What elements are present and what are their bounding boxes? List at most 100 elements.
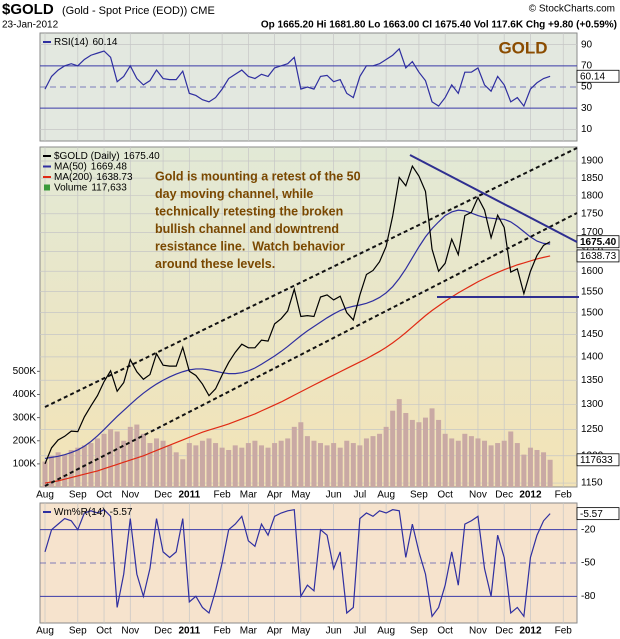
date: 23-Jan-2012 bbox=[2, 20, 59, 31]
volume-bar bbox=[272, 443, 278, 487]
volume-bar bbox=[547, 459, 553, 487]
y-tick-label: 1850 bbox=[581, 173, 604, 184]
y2-tick-label: 400K bbox=[13, 389, 37, 400]
legend-entry: Volume 117,633 bbox=[54, 182, 127, 193]
last-value-label: 60.14 bbox=[580, 71, 605, 82]
series-line bbox=[44, 255, 551, 484]
x-tick-label: 2011 bbox=[178, 490, 200, 501]
annotation-text: resistance line. Watch behavior bbox=[155, 239, 345, 253]
volume-bar bbox=[75, 447, 81, 487]
x-tick-label: Nov bbox=[469, 490, 487, 501]
title: $GOLD bbox=[2, 1, 54, 18]
y-tick-label: 1300 bbox=[581, 399, 604, 410]
volume-bar bbox=[265, 447, 271, 487]
x-tick-label: Mar bbox=[240, 490, 258, 501]
volume-bar bbox=[167, 445, 173, 487]
volume-bar bbox=[508, 431, 514, 487]
legend-entry: $GOLD (Daily) 1675.40 bbox=[54, 151, 160, 162]
volume-bar bbox=[449, 438, 455, 487]
volume-bar bbox=[245, 443, 251, 487]
volume-bar bbox=[199, 440, 205, 487]
last-value-label: 117633 bbox=[580, 455, 613, 466]
volume-bar bbox=[49, 455, 55, 487]
legend-value: -5.57 bbox=[110, 507, 133, 518]
volume-bar bbox=[422, 417, 428, 487]
volume-bar bbox=[357, 445, 363, 487]
x-tick-label: Oct bbox=[96, 626, 112, 637]
plot-layer: 9070503010RSI(14)60.1460.14GOLD115012001… bbox=[13, 33, 620, 637]
x-tick-label: Dec bbox=[495, 490, 513, 501]
volume-bar bbox=[337, 447, 343, 487]
volume-bar bbox=[495, 443, 501, 487]
volume-bar bbox=[278, 440, 284, 487]
x-tick-label: Dec bbox=[154, 490, 172, 501]
volume-bar bbox=[206, 438, 212, 487]
x-tick-label: Sep bbox=[69, 490, 87, 501]
y-tick-label: 1250 bbox=[581, 424, 604, 435]
y-tick-label: 10 bbox=[581, 124, 593, 135]
x-tick-label: Dec bbox=[154, 626, 172, 637]
volume-bar bbox=[62, 454, 68, 487]
volume-bar bbox=[331, 443, 337, 487]
x-tick-label: Nov bbox=[121, 490, 139, 501]
volume-bar bbox=[42, 461, 48, 487]
volume-bar bbox=[173, 452, 179, 487]
legend-name: MA(200) bbox=[54, 172, 92, 183]
legend-value: 117,633 bbox=[91, 182, 127, 193]
quote: Op 1665.20 Hi 1681.80 Lo 1663.00 Cl 1675… bbox=[261, 20, 617, 31]
x-tick-label: Aug bbox=[377, 626, 395, 637]
legend-name: Wm%R(14) bbox=[54, 507, 106, 518]
volume-bar bbox=[226, 449, 232, 487]
x-tick-label: Apr bbox=[267, 626, 283, 637]
legend-name: MA(50) bbox=[54, 161, 87, 172]
x-tick-label: 2012 bbox=[519, 490, 542, 501]
volume-bar bbox=[258, 445, 264, 487]
legend-entry: MA(200) 1638.73 bbox=[54, 172, 133, 183]
legend-value: 1675.40 bbox=[124, 151, 161, 162]
y-tick-label: 1400 bbox=[581, 352, 604, 363]
y-tick-label: 1350 bbox=[581, 375, 604, 386]
volume-bar bbox=[344, 440, 350, 487]
last-value-box bbox=[576, 249, 620, 263]
x-tick-label: Nov bbox=[121, 626, 139, 637]
y2-tick-label: 300K bbox=[13, 412, 37, 423]
legend-entry: MA(50) 1669.48 bbox=[54, 161, 127, 172]
x-tick-label: Sep bbox=[410, 490, 428, 501]
source: © StockCharts.com bbox=[529, 4, 615, 15]
volume-bar bbox=[291, 426, 297, 487]
volume-bar bbox=[324, 445, 330, 487]
y-tick-label: 1800 bbox=[581, 190, 604, 201]
volume-bar bbox=[482, 440, 488, 487]
x-tick-label: Jun bbox=[326, 490, 342, 501]
y-tick-label: 1500 bbox=[581, 307, 604, 318]
x-tick-label: Oct bbox=[437, 490, 453, 501]
volume-bar bbox=[416, 422, 422, 487]
last-value-label: -5.57 bbox=[580, 509, 603, 520]
legend-value: 60.14 bbox=[92, 37, 117, 48]
volume-bar bbox=[219, 447, 225, 487]
volume-bar bbox=[390, 410, 396, 487]
volume-bar bbox=[127, 426, 133, 487]
x-tick-label: Aug bbox=[36, 490, 54, 501]
x-tick-label: May bbox=[291, 490, 310, 501]
x-tick-label: 2012 bbox=[519, 626, 542, 637]
y-tick-label: 90 bbox=[581, 39, 593, 50]
x-tick-label: Aug bbox=[377, 490, 395, 501]
last-value-label: 1675.40 bbox=[580, 237, 617, 248]
annotation-text: around these levels. bbox=[155, 257, 275, 271]
volume-bar bbox=[94, 438, 100, 487]
y2-tick-label: 500K bbox=[13, 366, 37, 377]
x-tick-label: Feb bbox=[555, 490, 573, 501]
y-tick-label: 1150 bbox=[581, 478, 603, 489]
x-tick-label: Oct bbox=[437, 626, 453, 637]
last-value-box bbox=[576, 69, 620, 83]
legend-value: 1669.48 bbox=[91, 161, 128, 172]
volume-bar bbox=[468, 436, 474, 487]
x-tick-label: Feb bbox=[214, 490, 232, 501]
volume-bar bbox=[462, 433, 468, 487]
volume-bar bbox=[88, 443, 94, 487]
volume-bar bbox=[318, 443, 324, 487]
volume-bar bbox=[232, 445, 238, 487]
volume-bar bbox=[370, 436, 376, 487]
